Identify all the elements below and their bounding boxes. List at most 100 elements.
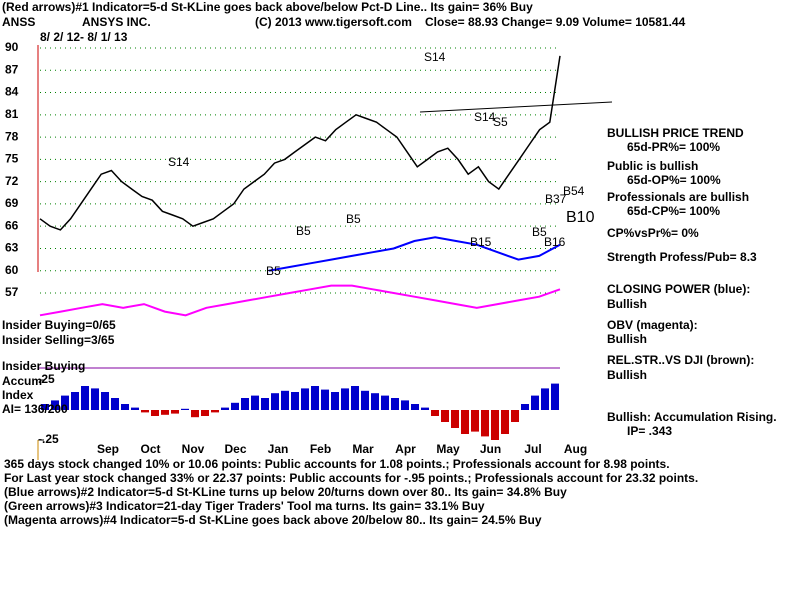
month-label: Aug [564, 442, 587, 456]
accum-bar [101, 392, 109, 410]
signal-label: B5 [296, 224, 311, 238]
footer-text: (Magenta arrows)#4 Indicator=5-d St-KLin… [4, 513, 542, 527]
left-label: Insider Buying=0/65 [2, 318, 116, 332]
side-text: 65d-PR%= 100% [627, 140, 720, 154]
y-tick-label: 60 [5, 263, 19, 277]
accum-bar [81, 386, 89, 410]
signal-label: S14 [168, 155, 190, 169]
accum-bar [461, 410, 469, 434]
trend-line [419, 101, 613, 113]
side-text: CP%vsPr%= 0% [607, 226, 699, 240]
accum-bar [281, 390, 289, 410]
accum-bar [261, 398, 269, 410]
month-label: Apr [395, 442, 416, 456]
series-line [39, 55, 561, 231]
signal-label: S14 [474, 110, 496, 124]
footer-text: For Last year stock changed 33% or 22.37… [4, 471, 698, 485]
accum-bar [201, 410, 209, 416]
accum-bar [291, 392, 299, 410]
accum-bar [521, 404, 529, 410]
side-text: Strength Profess/Pub= 8.3 [607, 250, 757, 264]
series-line [268, 236, 561, 272]
y-tick-label: 66 [5, 218, 19, 232]
month-label: Jun [480, 442, 501, 456]
side-text: CLOSING POWER (blue): [607, 282, 750, 296]
side-text: Bullish [607, 332, 647, 346]
left-label: Insider Selling=3/65 [2, 333, 115, 347]
signal-label: B10 [566, 209, 595, 226]
month-label: Dec [224, 442, 246, 456]
accum-bar [541, 388, 549, 410]
month-label: Sep [97, 442, 119, 456]
signal-label: B5 [346, 212, 361, 226]
accum-bar [301, 388, 309, 410]
accum-bar [121, 404, 129, 410]
accum-bar [251, 395, 259, 410]
accum-bar [131, 407, 139, 410]
header-text: (C) 2013 www.tigersoft.com [255, 15, 412, 29]
footer-text: (Green arrows)#3 Indicator=21-day Tiger … [4, 499, 485, 513]
y-tick-label: 81 [5, 107, 19, 121]
side-text: Bullish: Accumulation Rising. [607, 410, 777, 424]
left-label: Index [2, 388, 34, 402]
accum-bar [161, 410, 169, 415]
accum-bar [61, 395, 69, 410]
side-text: Bullish [607, 297, 647, 311]
y-tick-label: 72 [5, 174, 19, 188]
accum-bar [451, 410, 459, 428]
y-tick-label: 57 [5, 285, 19, 299]
accum-bar [401, 400, 409, 410]
month-label: May [436, 442, 460, 456]
accum-bar [311, 386, 319, 410]
month-label: Jan [268, 442, 289, 456]
side-text: REL.STR..VS DJI (brown): [607, 353, 754, 367]
accum-bar [411, 404, 419, 410]
signal-label: B15 [470, 235, 492, 249]
accum-bar [381, 395, 389, 410]
accum-bar [371, 393, 379, 410]
accum-bar [171, 410, 179, 414]
left-label: Accum [2, 374, 42, 388]
accum-bar [91, 388, 99, 410]
signal-label: B54 [563, 184, 585, 198]
month-label: Feb [310, 442, 331, 456]
month-label: Jul [524, 442, 541, 456]
signal-label: B37 [545, 192, 567, 206]
y-tick-label: 87 [5, 62, 19, 76]
signal-label: S14 [424, 50, 446, 64]
header-text: (Red arrows)#1 Indicator=5-d St-KLine go… [2, 0, 533, 14]
signal-label: B5 [266, 264, 281, 278]
side-text: BULLISH PRICE TREND [607, 126, 744, 140]
accum-bar [361, 390, 369, 410]
accum-bar [151, 410, 159, 416]
month-label: Oct [140, 442, 160, 456]
side-text: Public is bullish [607, 159, 698, 173]
accum-bar [71, 392, 79, 410]
footer-text: 365 days stock changed 10% or 10.06 poin… [4, 457, 670, 471]
accum-bar [221, 407, 229, 410]
accum-bar [321, 389, 329, 410]
accum-bar [231, 402, 239, 410]
accum-bar [331, 392, 339, 410]
date-range: 8/ 2/ 12- 8/ 1/ 13 [40, 30, 128, 44]
y-tick-label: 69 [5, 196, 19, 210]
accum-bar [341, 388, 349, 410]
accum-bar [41, 404, 49, 410]
footer-text: (Blue arrows)#2 Indicator=5-d St-KLine t… [4, 485, 567, 499]
signal-label: B5 [532, 225, 547, 239]
accum-bar [51, 400, 59, 410]
accum-bar [181, 408, 189, 410]
accum-bar [471, 410, 479, 432]
accum-bar [271, 393, 279, 410]
series-line [39, 284, 561, 317]
accum-bar [551, 383, 559, 410]
month-label: Nov [182, 442, 205, 456]
y-tick-label: 90 [5, 40, 19, 54]
month-label: Mar [352, 442, 374, 456]
accum-bar [491, 410, 499, 440]
header-text: ANSYS INC. [82, 15, 151, 29]
header-text: Close= 88.93 Change= 9.09 Volume= 10581.… [425, 15, 686, 29]
accum-bar [211, 410, 219, 413]
accum-bar [511, 410, 519, 422]
side-text: 65d-CP%= 100% [627, 204, 720, 218]
